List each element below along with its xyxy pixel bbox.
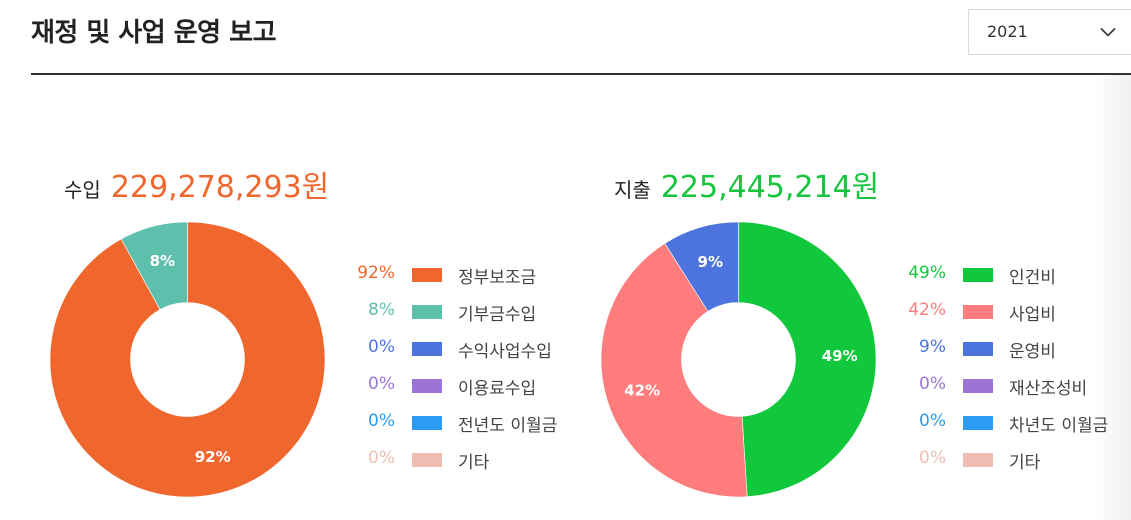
- legend-percent: 92%: [357, 263, 395, 283]
- legend-swatch: [963, 268, 993, 282]
- slice-label: 92%: [195, 448, 231, 466]
- legend-percent: 0%: [919, 411, 946, 431]
- legend-label: 기타: [458, 453, 490, 473]
- legend-percent: 0%: [368, 374, 395, 394]
- legend-label: 운영비: [1009, 342, 1056, 362]
- year-select-value: 2021: [987, 22, 1028, 41]
- legend-label: 수익사업수입: [458, 342, 552, 362]
- legend-swatch: [412, 453, 442, 467]
- legend-percent: 9%: [919, 337, 946, 357]
- legend-label: 정부보조금: [458, 268, 537, 288]
- legend-swatch: [412, 379, 442, 393]
- slice-label: 49%: [822, 347, 858, 365]
- legend-swatch: [412, 268, 442, 282]
- legend-percent: 42%: [908, 300, 946, 320]
- slice-label: 42%: [624, 381, 660, 399]
- legend-swatch: [412, 342, 442, 356]
- income-total: 수입 229,278,293원: [64, 162, 329, 206]
- donut-slice: [49, 221, 326, 498]
- legend-percent: 0%: [368, 411, 395, 431]
- legend-label: 사업비: [1009, 305, 1056, 325]
- legend-percent: 0%: [368, 337, 395, 357]
- legend-label: 차년도 이월금: [1009, 416, 1109, 436]
- legend-swatch: [963, 342, 993, 356]
- slice-label: 9%: [698, 253, 723, 271]
- legend-label: 인건비: [1009, 268, 1056, 288]
- expense-donut-chart: 49% 42% 9%: [600, 221, 877, 498]
- legend-swatch: [412, 416, 442, 430]
- expense-total-amount: 225,445,214원: [660, 170, 880, 205]
- legend-label: 전년도 이월금: [458, 416, 558, 436]
- legend-percent: 0%: [919, 448, 946, 468]
- slice-label: 8%: [150, 252, 175, 270]
- legend-label: 재산조성비: [1009, 379, 1088, 399]
- year-select[interactable]: 2021: [968, 9, 1131, 55]
- legend-label: 기타: [1009, 453, 1041, 473]
- donut-slice: [600, 242, 748, 498]
- legend-percent: 49%: [908, 263, 946, 283]
- income-total-amount: 229,278,293원: [110, 170, 330, 205]
- legend-swatch: [412, 305, 442, 319]
- donut-slice: [738, 221, 877, 498]
- donut-slice: [120, 221, 188, 310]
- income-total-label: 수입: [64, 178, 101, 202]
- legend-swatch: [963, 416, 993, 430]
- income-donut-chart: 92% 8%: [49, 221, 326, 498]
- chevron-down-icon: [1100, 27, 1116, 37]
- page-title: 재정 및 사업 운영 보고: [31, 18, 277, 48]
- legend-swatch: [963, 453, 993, 467]
- legend-swatch: [963, 305, 993, 319]
- expense-total: 지출 225,445,214원: [614, 162, 879, 206]
- donut-slice: [664, 221, 739, 312]
- legend-label: 이용료수입: [458, 379, 537, 399]
- legend-percent: 0%: [368, 448, 395, 468]
- legend-label: 기부금수입: [458, 305, 537, 325]
- legend-percent: 8%: [368, 300, 395, 320]
- scroll-edge-shadow: [1091, 75, 1131, 520]
- legend-swatch: [963, 379, 993, 393]
- legend-percent: 0%: [919, 374, 946, 394]
- expense-total-label: 지출: [614, 178, 651, 202]
- title-divider: [31, 73, 1131, 75]
